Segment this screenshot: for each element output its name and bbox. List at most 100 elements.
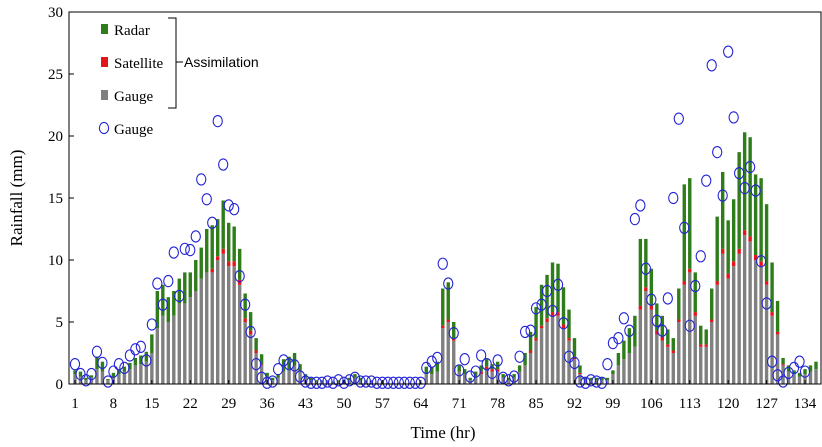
gauge-point <box>761 297 772 310</box>
gauge-point <box>629 212 641 226</box>
bar-gauge <box>660 340 665 384</box>
bar-radar <box>506 377 511 381</box>
bar-gauge <box>237 284 242 384</box>
gauge-point <box>503 374 514 387</box>
gauge-point <box>207 216 218 229</box>
bar-gauge <box>199 278 203 384</box>
gauge-point <box>788 361 800 375</box>
bar-radar <box>605 377 610 381</box>
bar-gauge <box>622 359 626 384</box>
gauge-point <box>399 376 410 389</box>
bar-gauge <box>484 369 489 384</box>
bar-satellite <box>726 273 730 279</box>
gauge-point <box>415 376 426 389</box>
gauge-point <box>212 114 223 128</box>
bar-gauge <box>561 328 566 384</box>
bar-radar <box>600 377 604 381</box>
legend: Radar Satellite Gauge Gauge Assimilation <box>98 17 259 138</box>
bar-radar <box>424 366 428 375</box>
bar-gauge <box>605 380 610 384</box>
bar-radar <box>281 359 286 372</box>
bar-satellite <box>764 281 769 285</box>
bar-gauge <box>699 346 703 384</box>
gauge-point <box>541 284 553 298</box>
gauge-point <box>673 112 684 125</box>
bar-gauge <box>501 377 505 384</box>
bar-gauge <box>710 322 714 384</box>
gauge-point <box>102 375 114 388</box>
gauge-point <box>355 375 366 388</box>
bar-satellite <box>441 325 445 329</box>
bar-satellite <box>539 325 544 329</box>
bar-radar <box>517 365 522 372</box>
gauge-point <box>476 349 487 362</box>
bar-radar <box>589 377 593 381</box>
bar-radar <box>627 328 632 353</box>
bar-satellite <box>259 364 264 366</box>
bar-gauge <box>150 353 154 384</box>
gauge-point <box>640 262 651 275</box>
x-tick-label: 36 <box>260 396 276 412</box>
bar-gauge <box>166 322 171 384</box>
gauge-point <box>574 375 586 388</box>
x-tick-label: 1 <box>71 396 79 412</box>
bar-gauge <box>441 328 445 384</box>
y-tick-label: 10 <box>48 253 63 269</box>
gauge-point <box>563 350 575 363</box>
bar-radar <box>122 366 127 372</box>
bar-radar <box>205 229 209 273</box>
gauge-point <box>739 181 750 195</box>
bar-gauge <box>78 376 83 384</box>
bar-radar <box>720 171 725 249</box>
x-tick-label: 64 <box>413 396 429 412</box>
bar-gauge <box>248 334 253 384</box>
gauge-point <box>152 277 163 290</box>
bar-radar <box>578 365 582 373</box>
gauge-point <box>179 242 190 255</box>
bar-gauge <box>391 382 396 384</box>
bar-gauge <box>781 365 785 384</box>
gauge-point <box>69 358 81 371</box>
bar-satellite <box>216 256 220 260</box>
bar-gauge <box>512 377 516 384</box>
bar-gauge <box>671 353 675 384</box>
y-tick-label: 15 <box>48 191 63 207</box>
bar-gauge <box>226 266 231 384</box>
gauge-point <box>744 160 756 174</box>
bar-gauge <box>144 361 149 384</box>
bar-gauge <box>753 260 758 384</box>
bar-satellite <box>770 312 774 316</box>
y-tick-label: 5 <box>56 315 64 331</box>
gauge-point <box>662 292 673 305</box>
bar-radar <box>248 312 253 331</box>
gauge-point <box>218 158 229 171</box>
bar-gauge <box>490 371 494 384</box>
bar-radar <box>298 364 302 372</box>
bar-gauge <box>254 353 258 384</box>
bar-radar <box>682 184 686 282</box>
bar-radar <box>325 380 330 382</box>
gauge-point <box>723 45 734 58</box>
bar-satellite <box>731 261 736 267</box>
bar-satellite <box>759 261 763 267</box>
bar-radar <box>764 204 769 282</box>
gauge-point <box>530 302 542 315</box>
bar-radar <box>611 370 615 375</box>
x-axis-title: Time (hr) <box>410 423 475 442</box>
bar-radar <box>693 272 697 313</box>
bar-radar <box>243 293 247 319</box>
bar-satellite <box>753 255 758 260</box>
bar-gauge <box>408 382 412 384</box>
bar-radar <box>364 380 368 382</box>
bar-radar <box>649 268 654 306</box>
bar-satellite <box>226 261 231 267</box>
legend-swatch-gauge <box>101 90 108 100</box>
bar-gauge <box>369 381 374 384</box>
bar-satellite <box>720 248 725 254</box>
bar-satellite <box>649 305 654 310</box>
bar-satellite <box>237 279 242 285</box>
bar-radar <box>95 356 99 370</box>
gauge-point <box>393 376 404 389</box>
bar-radar <box>501 374 505 378</box>
